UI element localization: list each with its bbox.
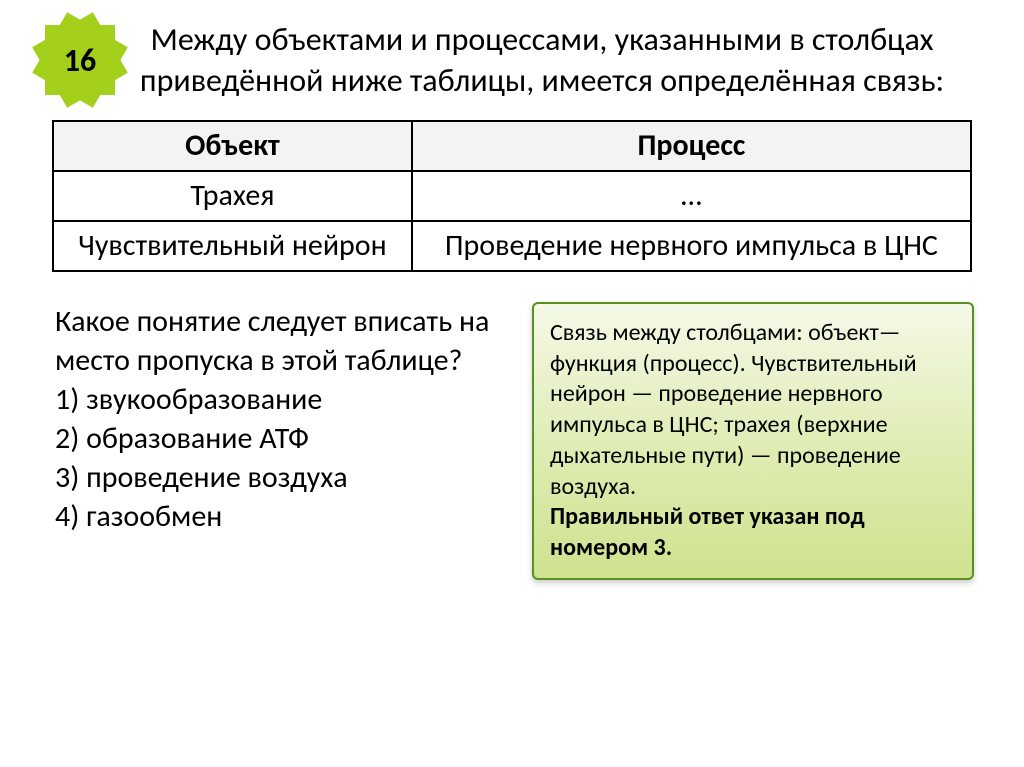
cell-process-1: … — [412, 171, 971, 221]
table-row: Трахея … — [53, 171, 971, 221]
cell-object-1: Трахея — [53, 171, 412, 221]
table-header-row: Объект Процесс — [53, 121, 971, 171]
correct-answer-text: Правильный ответ указан под номером 3. — [550, 502, 865, 562]
question-block: Какое понятие следует вписать на место п… — [55, 302, 502, 580]
answer-option: 1) звукообразование — [55, 380, 502, 419]
question-intro: Какое понятие следует вписать на место п… — [55, 302, 502, 380]
answer-option: 2) образование АТФ — [55, 419, 502, 458]
cell-object-2: Чувствительный нейрон — [53, 221, 412, 271]
question-number-badge: 16 — [45, 25, 115, 95]
content-row: Какое понятие следует вписать на место п… — [0, 272, 1024, 580]
title-text: Между объектами и процессами, указанными… — [115, 20, 974, 102]
table-header-object: Объект — [53, 121, 412, 171]
table-header-process: Процесс — [412, 121, 971, 171]
cell-process-2: Проведение нервного импульса в ЦНС — [412, 221, 971, 271]
header-row: 16 Между объектами и процессами, указанн… — [0, 0, 1024, 112]
answer-option: 3) проведение воздуха — [55, 458, 502, 497]
explanation-text: Связь между столбцами: объект—функция (п… — [550, 318, 917, 501]
answer-option: 4) газообмен — [55, 497, 502, 536]
relation-table: Объект Процесс Трахея … Чувствительный н… — [52, 120, 972, 272]
table-row: Чувствительный нейрон Проведение нервног… — [53, 221, 971, 271]
explanation-box: Связь между столбцами: объект—функция (п… — [532, 302, 974, 580]
question-number: 16 — [64, 41, 96, 80]
